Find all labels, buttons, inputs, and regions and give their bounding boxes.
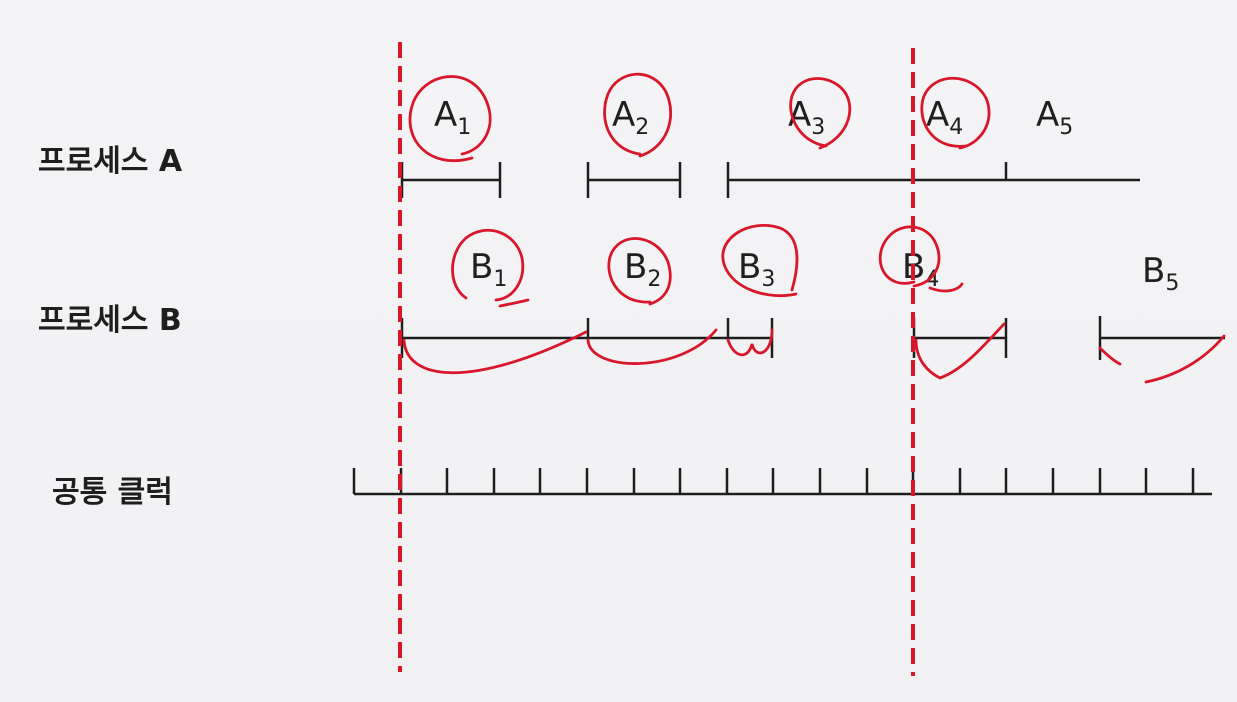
process-a-timeline [400,162,1140,198]
segment-label-a1: A1 [434,95,471,140]
circle-mark-a3 [789,77,852,150]
arc-mark-b2 [586,328,718,365]
arc-mark-b5 [1144,334,1226,384]
tail-mark-b4 [928,282,964,293]
segment-label-b1: B1 [470,247,507,292]
tick-mark-b5 [1098,346,1122,366]
circle-mark-b3 [721,224,799,298]
clock-label: 공통 클럭 [52,475,173,510]
arc-mark-b1 [402,330,588,375]
circle-mark-a2 [603,72,672,158]
process-a-labels: A1 A2 A3 A4 A5 [434,95,1073,140]
underline-mark-b1 [498,298,530,308]
common-clock-line [352,468,1212,496]
circle-mark-b4 [878,225,941,288]
circle-mark-b1 [451,228,525,302]
segment-label-b2: B2 [624,247,661,292]
circle-mark-a1 [408,75,492,163]
process-b-labels: B1 B2 B3 B4 B5 [470,247,1179,296]
segment-label-b3: B3 [738,247,775,292]
segment-label-a5: A5 [1036,95,1073,140]
segment-label-a4: A4 [926,95,963,140]
circle-mark-a4 [920,76,991,150]
circle-mark-b2 [607,237,672,306]
segment-label-a2: A2 [612,95,649,140]
process-b-label: 프로세스 B [38,303,182,338]
process-a-label: 프로세스 A [38,144,183,179]
segment-label-b5: B5 [1142,251,1179,296]
segment-label-a3: A3 [788,95,825,140]
arc-mark-b4 [914,322,1006,380]
process-b-timeline [400,316,1225,360]
handwritten-annotations [402,72,1226,384]
arc-mark-b3 [726,328,774,357]
